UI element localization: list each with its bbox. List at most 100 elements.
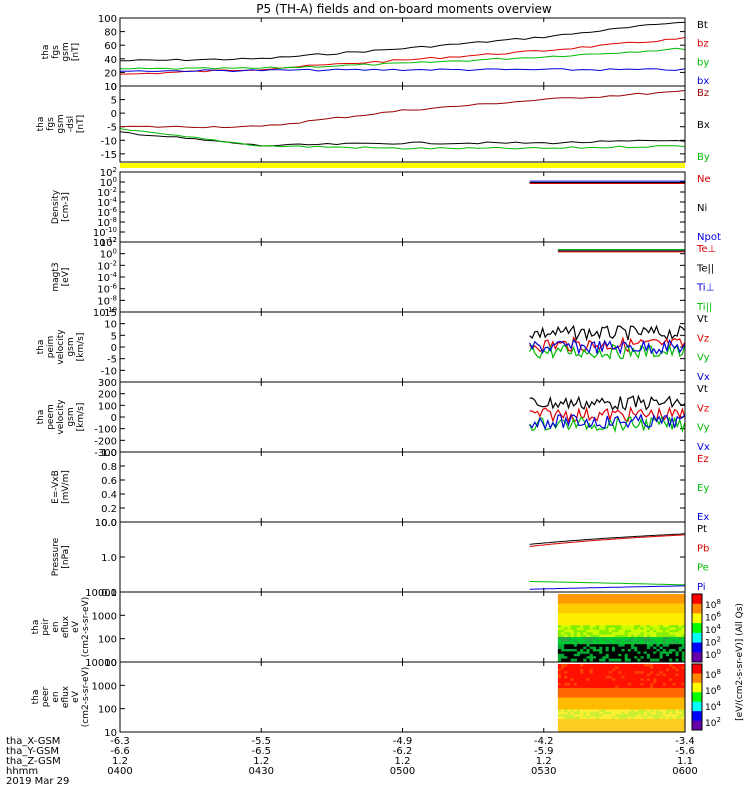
heatmap-cell <box>615 697 619 701</box>
heatmap-cell <box>599 603 603 607</box>
heatmap-cell <box>640 601 645 605</box>
heatmap-cell <box>592 692 597 696</box>
heatmap-cell <box>615 603 619 607</box>
heatmap-cell <box>567 596 572 600</box>
ylabel-line: gsm <box>56 114 66 133</box>
heatmap-cell <box>583 634 587 638</box>
heatmap-cell <box>615 699 619 703</box>
colorbar-tick: 104 <box>705 700 721 713</box>
heatmap-cell <box>592 656 597 660</box>
heatmap-cell <box>637 613 642 617</box>
heatmap-cell <box>630 692 635 696</box>
heatmap-cell <box>573 639 578 643</box>
heatmap-cell <box>596 651 600 655</box>
footer-x-value: -4.2 <box>534 736 554 747</box>
heatmap-cell <box>605 615 610 619</box>
heatmap-cell <box>624 629 629 633</box>
heatmap-cell <box>634 709 638 713</box>
heatmap-cell <box>634 716 638 720</box>
ylabel-line: [nT] <box>71 43 81 61</box>
heatmap-cell <box>669 639 673 643</box>
heatmap-cell <box>561 608 565 612</box>
heatmap-cell <box>681 610 686 614</box>
heatmap-cell <box>592 675 597 679</box>
heatmap-cell <box>583 632 587 636</box>
heatmap-cell <box>599 651 603 655</box>
heatmap-cell <box>576 671 581 675</box>
heatmap-cell <box>580 625 584 628</box>
heatmap-cell <box>621 649 626 652</box>
heatmap-cell <box>576 644 581 648</box>
heatmap-cell <box>650 678 654 682</box>
heatmap-cell <box>596 629 600 633</box>
heatmap-cell <box>615 646 619 650</box>
heatmap-cell <box>621 601 626 605</box>
heatmap-cell <box>615 601 619 605</box>
heatmap-cell <box>675 711 680 715</box>
heatmap-cell <box>653 622 657 626</box>
heatmap-cell <box>586 641 591 645</box>
series-line <box>119 47 686 70</box>
heatmap-cell <box>599 608 603 612</box>
heatmap-cell <box>570 625 575 628</box>
heatmap-cell <box>665 632 670 636</box>
heatmap-cell <box>608 634 613 638</box>
heatmap-cell <box>599 678 603 682</box>
heatmap-cell <box>611 675 616 679</box>
heatmap-cell <box>570 668 575 672</box>
heatmap-cell <box>665 613 670 617</box>
heatmap-cell <box>576 666 581 670</box>
heatmap-cell <box>646 625 651 628</box>
heatmap-cell <box>561 596 565 600</box>
heatmap-cell <box>567 649 572 652</box>
heatmap-cell <box>583 639 587 643</box>
heatmap-cell <box>665 653 670 657</box>
heatmap-cell <box>583 685 587 689</box>
heatmap-cell <box>580 699 584 703</box>
heatmap-cell <box>567 622 572 626</box>
heatmap-cell <box>615 613 619 617</box>
heatmap-cell <box>643 711 648 715</box>
heatmap-cell <box>605 702 610 706</box>
footer-z-value: 1.2 <box>395 756 411 767</box>
heatmap-cell <box>583 673 587 677</box>
heatmap-cell <box>643 610 648 614</box>
heatmap-cell <box>681 728 686 732</box>
heatmap-cell <box>669 709 673 713</box>
heatmap-cell <box>659 692 664 696</box>
heatmap-cell <box>592 627 597 631</box>
heatmap-cell <box>611 702 616 706</box>
heatmap-cell <box>659 646 664 650</box>
heatmap-cell <box>557 646 562 650</box>
ytick-label: 100 <box>100 248 117 261</box>
heatmap-cell <box>602 615 607 619</box>
heatmap-cell <box>557 601 562 605</box>
heatmap-cell <box>608 687 613 691</box>
ytick-label: 0.2 <box>101 504 117 515</box>
heatmap-cell <box>672 709 676 713</box>
heatmap-cell <box>589 692 594 696</box>
heatmap-cell <box>615 649 619 652</box>
heatmap-cell <box>564 666 568 670</box>
heatmap-cell <box>596 664 600 667</box>
heatmap-cell <box>608 685 613 689</box>
heatmap-cell <box>580 644 584 648</box>
heatmap-cell <box>611 617 616 621</box>
heatmap-cell <box>589 658 594 662</box>
heatmap-cell <box>659 632 664 636</box>
heatmap-cell <box>681 707 686 710</box>
colorbar-band <box>692 613 702 624</box>
heatmap-cell <box>576 683 581 687</box>
heatmap-cell <box>586 685 591 689</box>
heatmap-cell <box>634 695 638 698</box>
heatmap-cell <box>608 603 613 607</box>
heatmap-cell <box>580 721 584 725</box>
colorbar-band <box>692 692 702 703</box>
heatmap-cell <box>618 603 622 607</box>
ylabel: E=-VxB [mV/m] <box>51 470 71 504</box>
heatmap-cell <box>611 711 616 715</box>
ylabel-line: [mV/m] <box>61 470 71 504</box>
heatmap-cell <box>580 664 584 667</box>
heatmap-cell <box>672 605 676 609</box>
